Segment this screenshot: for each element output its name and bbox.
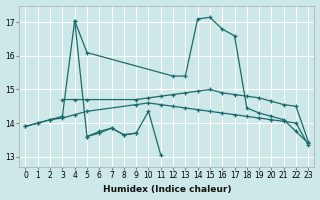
X-axis label: Humidex (Indice chaleur): Humidex (Indice chaleur) <box>103 185 231 194</box>
